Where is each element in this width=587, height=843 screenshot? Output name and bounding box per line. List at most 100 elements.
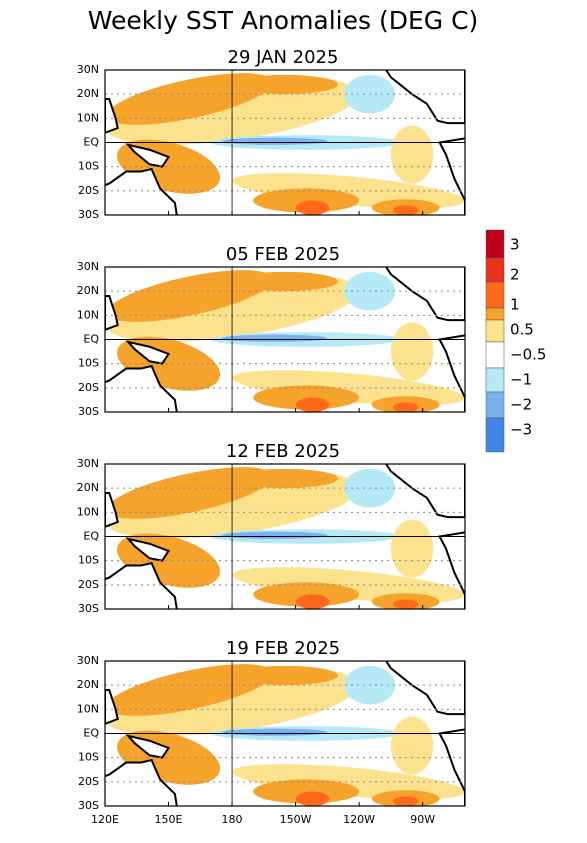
map xyxy=(105,464,465,609)
lat-tick-label: 20S xyxy=(78,381,99,394)
anomaly xyxy=(221,728,328,736)
colorbar-box xyxy=(485,319,505,343)
map xyxy=(105,661,465,806)
anomaly xyxy=(106,73,273,125)
lat-tick-label: EQ xyxy=(83,333,99,346)
anomaly xyxy=(253,582,360,607)
lat-tick-label: 10S xyxy=(78,160,99,173)
lat-tick-label: 30N xyxy=(77,63,99,76)
lat-tick-label: 30S xyxy=(78,405,99,418)
anomaly xyxy=(295,594,330,609)
lon-tick-label: 120E xyxy=(91,813,119,826)
colorbar-box xyxy=(485,341,505,369)
lat-tick-label: EQ xyxy=(83,727,99,740)
colorbar-label: 3 xyxy=(510,236,520,254)
anomaly xyxy=(393,796,419,806)
lat-tick-label: 20S xyxy=(78,184,99,197)
lat-tick-label: EQ xyxy=(83,136,99,149)
land xyxy=(438,137,465,215)
anomaly xyxy=(393,402,419,412)
lat-tick-label: 30S xyxy=(78,602,99,615)
colorbar-box xyxy=(485,257,505,283)
colorbar-label: −1 xyxy=(510,371,532,389)
land xyxy=(384,464,465,519)
lat-tick-label: 10S xyxy=(78,357,99,370)
anomaly xyxy=(253,385,360,410)
lon-tick-label: 150E xyxy=(155,813,183,826)
anomaly xyxy=(390,716,434,775)
land xyxy=(125,340,171,365)
lat-tick-label: 10N xyxy=(77,308,99,321)
lon-tick-label: 150W xyxy=(280,813,312,826)
land xyxy=(105,167,178,215)
colorbar-label: −0.5 xyxy=(510,346,546,364)
lat-tick-label: 10N xyxy=(77,111,99,124)
map-frame xyxy=(104,69,466,216)
land xyxy=(125,143,171,168)
lat-tick-label: 30S xyxy=(78,799,99,812)
anomaly xyxy=(221,531,328,539)
anomaly xyxy=(393,599,419,609)
land xyxy=(105,758,178,806)
colorbar-label: −3 xyxy=(510,421,532,439)
anomaly xyxy=(295,397,330,412)
map xyxy=(105,267,465,412)
colorbar-label: 0.5 xyxy=(510,321,534,339)
lat-tick-label: 10S xyxy=(78,554,99,567)
land xyxy=(105,561,178,609)
land xyxy=(105,492,119,528)
land xyxy=(438,334,465,412)
anomaly xyxy=(393,205,419,215)
anomaly xyxy=(253,188,360,213)
panel-title: 19 FEB 2025 xyxy=(226,638,340,659)
colorbar-box xyxy=(485,307,505,321)
figure-title: Weekly SST Anomalies (DEG C) xyxy=(88,6,479,35)
land xyxy=(438,531,465,609)
lat-tick-label: EQ xyxy=(83,530,99,543)
lat-tick-label: 30N xyxy=(77,260,99,273)
land xyxy=(105,364,178,412)
land xyxy=(438,728,465,806)
land xyxy=(105,98,119,134)
map-frame xyxy=(104,463,466,610)
anomaly xyxy=(221,334,328,342)
land xyxy=(125,734,171,759)
colorbar-label: 1 xyxy=(510,296,520,314)
anomaly xyxy=(390,125,434,184)
panel-title: 12 FEB 2025 xyxy=(226,441,340,462)
lat-tick-label: 30N xyxy=(77,457,99,470)
lat-tick-label: 20N xyxy=(77,481,99,494)
land xyxy=(384,70,465,125)
lat-tick-label: 10N xyxy=(77,702,99,715)
colorbar-label: 2 xyxy=(510,266,520,284)
anomaly xyxy=(390,519,434,578)
colorbar-box xyxy=(485,367,505,393)
lat-tick-label: 30S xyxy=(78,208,99,221)
anomaly xyxy=(106,270,273,322)
map-frame xyxy=(104,266,466,413)
lat-tick-label: 20N xyxy=(77,284,99,297)
land xyxy=(105,689,119,725)
land xyxy=(125,537,171,562)
anomaly xyxy=(232,74,338,95)
lon-tick-label: 90W xyxy=(410,813,435,826)
anomaly xyxy=(232,468,338,489)
lat-tick-label: 20S xyxy=(78,578,99,591)
anomaly xyxy=(232,665,338,686)
lat-tick-label: 20N xyxy=(77,87,99,100)
lat-tick-label: 10N xyxy=(77,505,99,518)
map xyxy=(105,70,465,215)
lat-tick-label: 20S xyxy=(78,775,99,788)
panel-title: 05 FEB 2025 xyxy=(226,244,340,265)
colorbar-box xyxy=(485,391,505,419)
anomaly xyxy=(253,779,360,804)
panel-title: 29 JAN 2025 xyxy=(228,47,339,68)
anomaly xyxy=(106,664,273,716)
anomaly xyxy=(221,137,328,145)
map-frame xyxy=(104,660,466,807)
anomaly xyxy=(295,200,330,215)
lon-tick-label: 120W xyxy=(343,813,375,826)
lat-tick-label: 10S xyxy=(78,751,99,764)
anomaly xyxy=(295,791,330,806)
